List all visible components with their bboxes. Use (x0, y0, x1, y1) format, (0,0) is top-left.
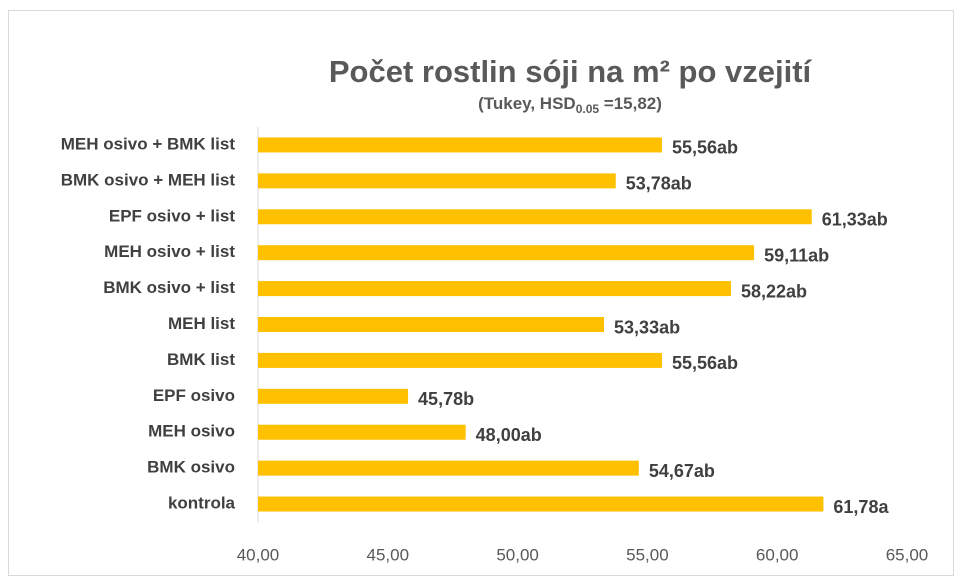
subtitle-text: (Tukey, HSD (478, 94, 576, 113)
bar (258, 317, 605, 332)
subtitle-subscript: 0.05 (576, 102, 600, 116)
chart-title: Počet rostlin sóji na m² po vzejití (329, 54, 813, 89)
y-tick-label: kontrola (168, 494, 236, 513)
y-tick-label: BMK osivo (147, 458, 235, 477)
y-tick-label: EPF osivo + list (109, 206, 235, 225)
data-label: 54,67ab (649, 461, 715, 481)
data-label: 58,22ab (741, 281, 807, 301)
data-label: 55,56ab (672, 353, 738, 373)
data-label: 53,78ab (626, 174, 692, 194)
x-tick-label: 50,00 (496, 545, 539, 564)
y-tick-label: MEH osivo + list (104, 242, 235, 261)
bar (258, 460, 639, 476)
bar (258, 352, 662, 368)
x-tick-label: 65,00 (886, 545, 929, 564)
chart-subtitle: (Tukey, HSD0.05 =15,82) (478, 94, 662, 116)
data-label: 59,11ab (764, 245, 829, 265)
bar (258, 245, 755, 261)
subtitle-after: =15,82) (599, 94, 662, 113)
data-label: 53,33ab (614, 317, 680, 337)
bar (258, 388, 409, 404)
data-label: 48,00ab (476, 425, 542, 445)
x-tick-label: 45,00 (367, 545, 410, 564)
bar (258, 281, 731, 297)
bar (258, 137, 662, 153)
bar (258, 424, 466, 440)
data-label: 45,78b (418, 389, 474, 409)
y-tick-label: BMK list (167, 350, 235, 369)
y-tick-label: MEH list (168, 314, 235, 333)
x-tick-label: 55,00 (626, 545, 669, 564)
y-tick-label: BMK osivo + list (103, 278, 235, 297)
y-tick-label: MEH osivo + BMK list (61, 134, 236, 153)
data-label: 61,78a (833, 497, 889, 517)
bar (258, 173, 616, 189)
y-tick-label: BMK osivo + MEH list (61, 170, 236, 189)
data-label: 55,56ab (672, 138, 738, 158)
bar (258, 496, 824, 512)
y-tick-label: MEH osivo (148, 422, 235, 441)
x-tick-label: 40,00 (237, 545, 280, 564)
x-tick-label: 60,00 (756, 545, 799, 564)
data-label: 61,33ab (822, 210, 888, 230)
y-tick-label: EPF osivo (153, 386, 235, 405)
bar (258, 209, 812, 225)
